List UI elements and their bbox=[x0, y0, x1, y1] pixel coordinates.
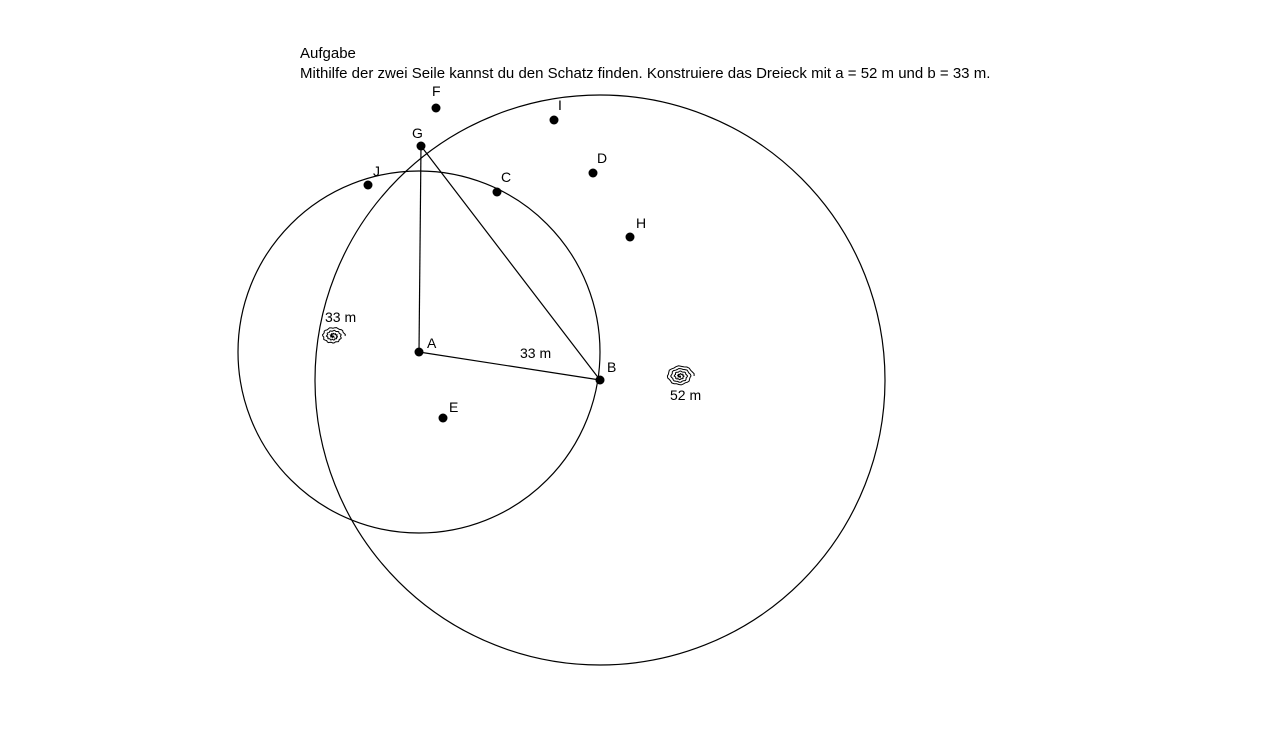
point-label-A: A bbox=[427, 335, 437, 351]
point-label-E: E bbox=[449, 399, 458, 415]
point-label-D: D bbox=[597, 150, 607, 166]
point-F[interactable] bbox=[432, 104, 441, 113]
point-C[interactable] bbox=[493, 188, 502, 197]
point-D[interactable] bbox=[589, 169, 598, 178]
point-label-G: G bbox=[412, 125, 423, 141]
point-label-F: F bbox=[432, 83, 441, 99]
point-G[interactable] bbox=[417, 142, 426, 151]
label-segment-ab: 33 m bbox=[520, 345, 551, 361]
point-B[interactable] bbox=[596, 376, 605, 385]
points-group: A B C D E F G H I J bbox=[364, 83, 647, 423]
point-label-H: H bbox=[636, 215, 646, 231]
point-J[interactable] bbox=[364, 181, 373, 190]
point-A[interactable] bbox=[415, 348, 424, 357]
point-I[interactable] bbox=[550, 116, 559, 125]
geometry-canvas: Aufgabe Mithilfe der zwei Seile kannst d… bbox=[0, 0, 1280, 738]
point-label-C: C bbox=[501, 169, 511, 185]
title-text: Aufgabe bbox=[300, 45, 356, 62]
point-E[interactable] bbox=[439, 414, 448, 423]
segment-AB bbox=[419, 352, 600, 380]
point-H[interactable] bbox=[626, 233, 635, 242]
point-label-I: I bbox=[558, 97, 562, 113]
point-label-B: B bbox=[607, 359, 616, 375]
point-label-J: J bbox=[373, 163, 380, 179]
spiral-0 bbox=[323, 328, 346, 344]
segment-AG bbox=[419, 146, 421, 352]
label-rope-52: 52 m bbox=[670, 387, 701, 403]
rope-spirals bbox=[323, 328, 695, 385]
label-rope-33: 33 m bbox=[325, 309, 356, 325]
spiral-1 bbox=[667, 366, 694, 385]
instructions-text: Mithilfe der zwei Seile kannst du den Sc… bbox=[300, 65, 990, 82]
